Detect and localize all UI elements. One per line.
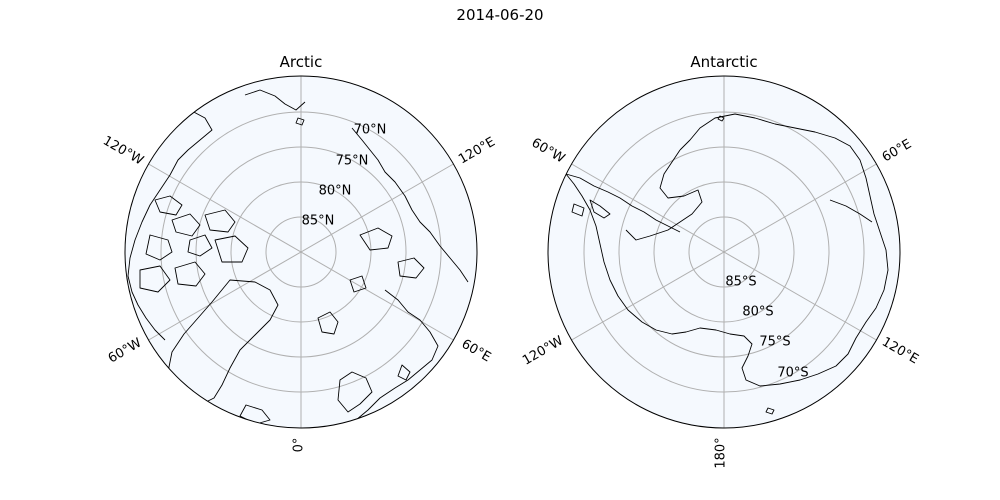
lat-label-70n: 70°N: [354, 123, 387, 138]
lon-label-60e: 60°E: [880, 137, 915, 166]
lat-label-75s: 75°S: [759, 335, 790, 350]
arctic-graticule: [148, 76, 454, 428]
arctic-map: Arctic: [100, 53, 498, 452]
lon-label-120e: 120°E: [456, 135, 498, 168]
lon-label-120w: 120°W: [520, 333, 566, 368]
antarctic-title: Antarctic: [690, 53, 757, 71]
lat-label-75n: 75°N: [336, 154, 369, 169]
arctic-lat-labels: 85°N 80°N 75°N 70°N: [302, 123, 387, 229]
antarctic-coastline: [565, 113, 889, 415]
figure-title: 2014-06-20: [456, 6, 544, 24]
lon-label-60w: 60°W: [529, 136, 568, 167]
lon-label-0: 0°: [292, 438, 307, 453]
lat-label-85s: 85°S: [725, 275, 756, 290]
lat-label-85n: 85°N: [302, 214, 335, 229]
lat-label-70s: 70°S: [777, 366, 808, 381]
antarctic-graticule: [571, 76, 877, 428]
lon-label-60e: 60°E: [459, 337, 494, 366]
arctic-coastline: [127, 89, 469, 425]
antarctic-map: Antarctic 85°S 80°S 75°S 7: [520, 53, 921, 469]
lat-label-80n: 80°N: [319, 184, 352, 199]
lon-label-120e: 120°E: [879, 335, 921, 368]
arctic-map-border: [124, 75, 478, 429]
lon-label-60w: 60°W: [106, 335, 145, 366]
antarctic-lat-labels: 85°S 80°S 75°S 70°S: [725, 275, 808, 381]
lon-label-120w: 120°W: [100, 133, 146, 168]
lat-label-80s: 80°S: [742, 305, 773, 320]
arctic-title: Arctic: [280, 53, 323, 71]
lon-label-180: 180°: [714, 437, 729, 468]
antarctic-map-border: [547, 75, 901, 429]
